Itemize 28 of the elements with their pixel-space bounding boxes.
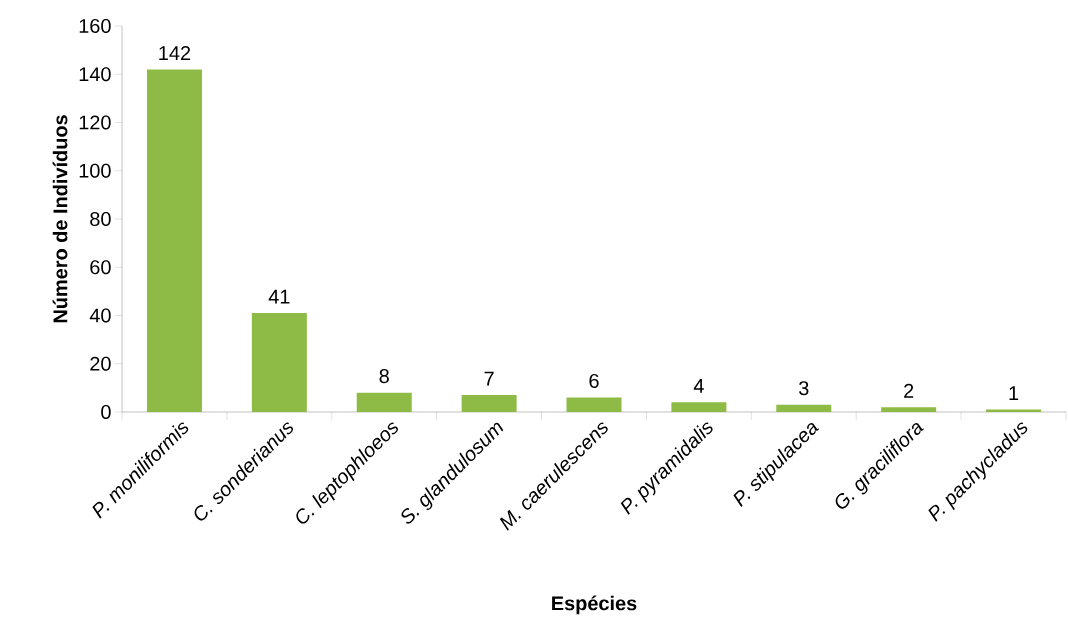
x-axis-title: Espécies: [552, 595, 637, 615]
bar: [356, 392, 412, 412]
y-axis-title: Número de Indivíduos: [52, 115, 68, 323]
data-label: 4: [693, 379, 704, 393]
data-label: 6: [589, 373, 599, 388]
bar: [881, 407, 937, 412]
bar: [146, 69, 202, 412]
bar: [671, 402, 727, 412]
data-label: 1: [1009, 386, 1019, 401]
y-tick-label: 60: [90, 260, 111, 275]
data-label: 3: [799, 381, 809, 396]
bar: [461, 395, 517, 412]
data-label: 142: [159, 45, 191, 60]
data-label: 2: [904, 383, 914, 398]
y-tick-label: 160: [79, 18, 111, 34]
bar: [251, 313, 307, 412]
bar: [566, 397, 622, 412]
y-tick-label: 0: [101, 404, 111, 420]
y-tick-label: 40: [89, 308, 111, 323]
y-tick-label: 140: [79, 67, 111, 82]
data-label: 41: [268, 289, 290, 304]
data-label: 7: [484, 371, 494, 386]
bar: [776, 404, 832, 412]
y-tick-label: 120: [79, 115, 111, 130]
y-tick-label: 80: [90, 211, 111, 227]
y-tick-label: 20: [90, 356, 111, 371]
y-tick-label: 100: [79, 163, 111, 178]
data-label: 8: [379, 369, 389, 384]
